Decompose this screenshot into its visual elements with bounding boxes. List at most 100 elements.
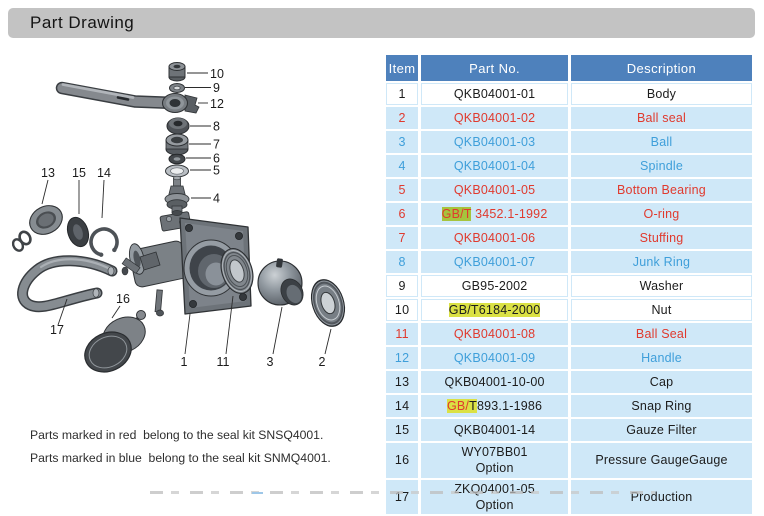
item-cell: 13 — [386, 371, 419, 393]
part-spindle-4 — [164, 175, 190, 216]
callout-5: 5 — [213, 164, 220, 178]
callout-16: 16 — [116, 292, 130, 306]
part-pipe-17 — [17, 255, 118, 313]
part-no-text: QKB04001-10-00 — [444, 374, 545, 389]
callout-4: 4 — [213, 192, 220, 206]
callout-labels: 10 9 12 8 7 6 5 4 13 15 14 16 17 1 11 3 … — [41, 67, 325, 369]
part-no-text: Option — [475, 497, 514, 512]
callout-leader-lines — [41, 72, 332, 355]
table-row: 16 WY07BB01 Option Pressure GaugeGauge — [386, 443, 752, 478]
seal-kit-notes: Parts marked in red belong to the seal k… — [30, 424, 331, 470]
part-snap-ring-14 — [89, 227, 119, 257]
callout-2: 2 — [319, 355, 326, 369]
callout-10: 10 — [210, 67, 224, 81]
description-cell: Handle — [570, 347, 752, 369]
table-row: 7 QKB04001-06 Stuffing — [386, 227, 752, 249]
part-oring-15 — [66, 216, 90, 248]
part-no-text: GB/ — [446, 398, 470, 413]
table-row: 10 GB/T6184-2000 Nut — [386, 299, 752, 321]
part-handle-12 — [55, 81, 200, 114]
part-no-text: WY07BB01 — [461, 445, 528, 459]
item-cell: 15 — [386, 419, 419, 441]
callout-12: 12 — [210, 97, 224, 111]
part-no-cell: QKB04001-14 — [421, 419, 568, 441]
table-row: 2 QKB04001-02 Ball seal — [386, 107, 752, 129]
item-cell: 9 — [386, 275, 419, 297]
table-row: 1 QKB04001-01 Body — [386, 83, 752, 105]
part-ball-3 — [257, 258, 304, 306]
parts-table: Item Part No. Description 1 QKB04001-01 Bo… — [383, 53, 755, 516]
part-seal-ring-2 — [310, 279, 346, 327]
table-row: 4 QKB04001-04 Spindle — [386, 155, 752, 177]
table-row: 6 GB/T 3452.1-1992 O-ring — [386, 203, 752, 225]
callout-8: 8 — [213, 120, 220, 134]
description-cell: Body — [570, 83, 752, 105]
part-no-text: QKB04001-08 — [453, 326, 536, 341]
part-seat-ring-11 — [220, 248, 254, 294]
part-no-text: QKB04001-02 — [453, 110, 536, 125]
table-row: 5 QKB04001-05 Bottom Bearing — [386, 179, 752, 201]
part-no-cell: GB95-2002 — [421, 275, 568, 297]
table-row: 15 QKB04001-14 Gauze Filter — [386, 419, 752, 441]
cutoff-text-fragment-blue — [252, 492, 263, 494]
part-no-cell: QKB04001-05 — [421, 179, 568, 201]
header-part-no: Part No. — [421, 55, 568, 81]
part-no-cell: GB/T 3452.1-1992 — [421, 203, 568, 225]
item-cell: 12 — [386, 347, 419, 369]
item-cell: 6 — [386, 203, 419, 225]
description-cell: Nut — [570, 299, 752, 321]
item-cell: 5 — [386, 179, 419, 201]
description-cell: O-ring — [570, 203, 752, 225]
part-no-cell: QKB04001-08 — [421, 323, 568, 345]
part-no-text: GB95-2002 — [461, 278, 528, 293]
description-cell: Spindle — [570, 155, 752, 177]
part-no-text: GB/T — [441, 206, 472, 221]
item-cell: 4 — [386, 155, 419, 177]
callout-13: 13 — [41, 166, 55, 180]
table-row: 3 QKB04001-03 Ball — [386, 131, 752, 153]
part-washer-9 — [169, 83, 185, 93]
callout-6: 6 — [213, 152, 220, 166]
item-cell: 11 — [386, 323, 419, 345]
header-item: Item — [386, 55, 419, 81]
header-description: Description — [570, 55, 752, 81]
callout-3: 3 — [267, 355, 274, 369]
item-cell: 3 — [386, 131, 419, 153]
part-no-text: QKB04001-05 — [453, 182, 536, 197]
part-no-cell: QKB04001-09 — [421, 347, 568, 369]
part-no-cell: QKB04001-06 — [421, 227, 568, 249]
description-cell: Ball seal — [570, 107, 752, 129]
callout-9: 9 — [213, 81, 220, 95]
callout-7: 7 — [213, 138, 220, 152]
callout-15: 15 — [72, 166, 86, 180]
description-cell: Washer — [570, 275, 752, 297]
part-seal-8 — [166, 117, 190, 135]
part-no-text: Option — [475, 461, 514, 476]
part-no-text: 893.1-1986 — [476, 398, 543, 413]
part-oring-6 — [168, 153, 186, 165]
part-no-cell: GB/T893.1-1986 — [421, 395, 568, 417]
table-row: 13 QKB04001-10-00 Cap — [386, 371, 752, 393]
description-cell: Bottom Bearing — [570, 179, 752, 201]
part-cap-13 — [11, 205, 63, 252]
exploded-part-drawing: 10 9 12 8 7 6 5 4 13 15 14 16 17 1 11 3 … — [5, 52, 380, 417]
parts-table-body: 1 QKB04001-01 Body 2 QKB04001-02 Ball seal 3 QK… — [386, 83, 752, 514]
item-cell: 1 — [386, 83, 419, 105]
part-no-text: 3452.1-1992 — [471, 206, 548, 221]
part-cap-16 — [84, 310, 146, 373]
part-no-cell: QKB04001-04 — [421, 155, 568, 177]
part-no-cell: QKB04001-07 — [421, 251, 568, 273]
part-no-text: GB/T6184-2000 — [448, 302, 541, 317]
part-no-text: QKB04001-14 — [453, 422, 536, 437]
page-title-bar: Part Drawing — [8, 8, 755, 38]
item-cell: 7 — [386, 227, 419, 249]
description-cell: Stuffing — [570, 227, 752, 249]
part-no-cell: QKB04001-01 — [421, 83, 568, 105]
valve-exploded-view-illustration: 10 9 12 8 7 6 5 4 13 15 14 16 17 1 11 3 … — [11, 62, 346, 373]
part-no-text: QKB04001-06 — [453, 230, 536, 245]
cutoff-text-fragment — [150, 491, 655, 494]
table-row: 14 GB/T893.1-1986 Snap Ring — [386, 395, 752, 417]
item-cell: 10 — [386, 299, 419, 321]
part-nut-10 — [168, 62, 186, 82]
table-row: 11 QKB04001-08 Ball Seal — [386, 323, 752, 345]
